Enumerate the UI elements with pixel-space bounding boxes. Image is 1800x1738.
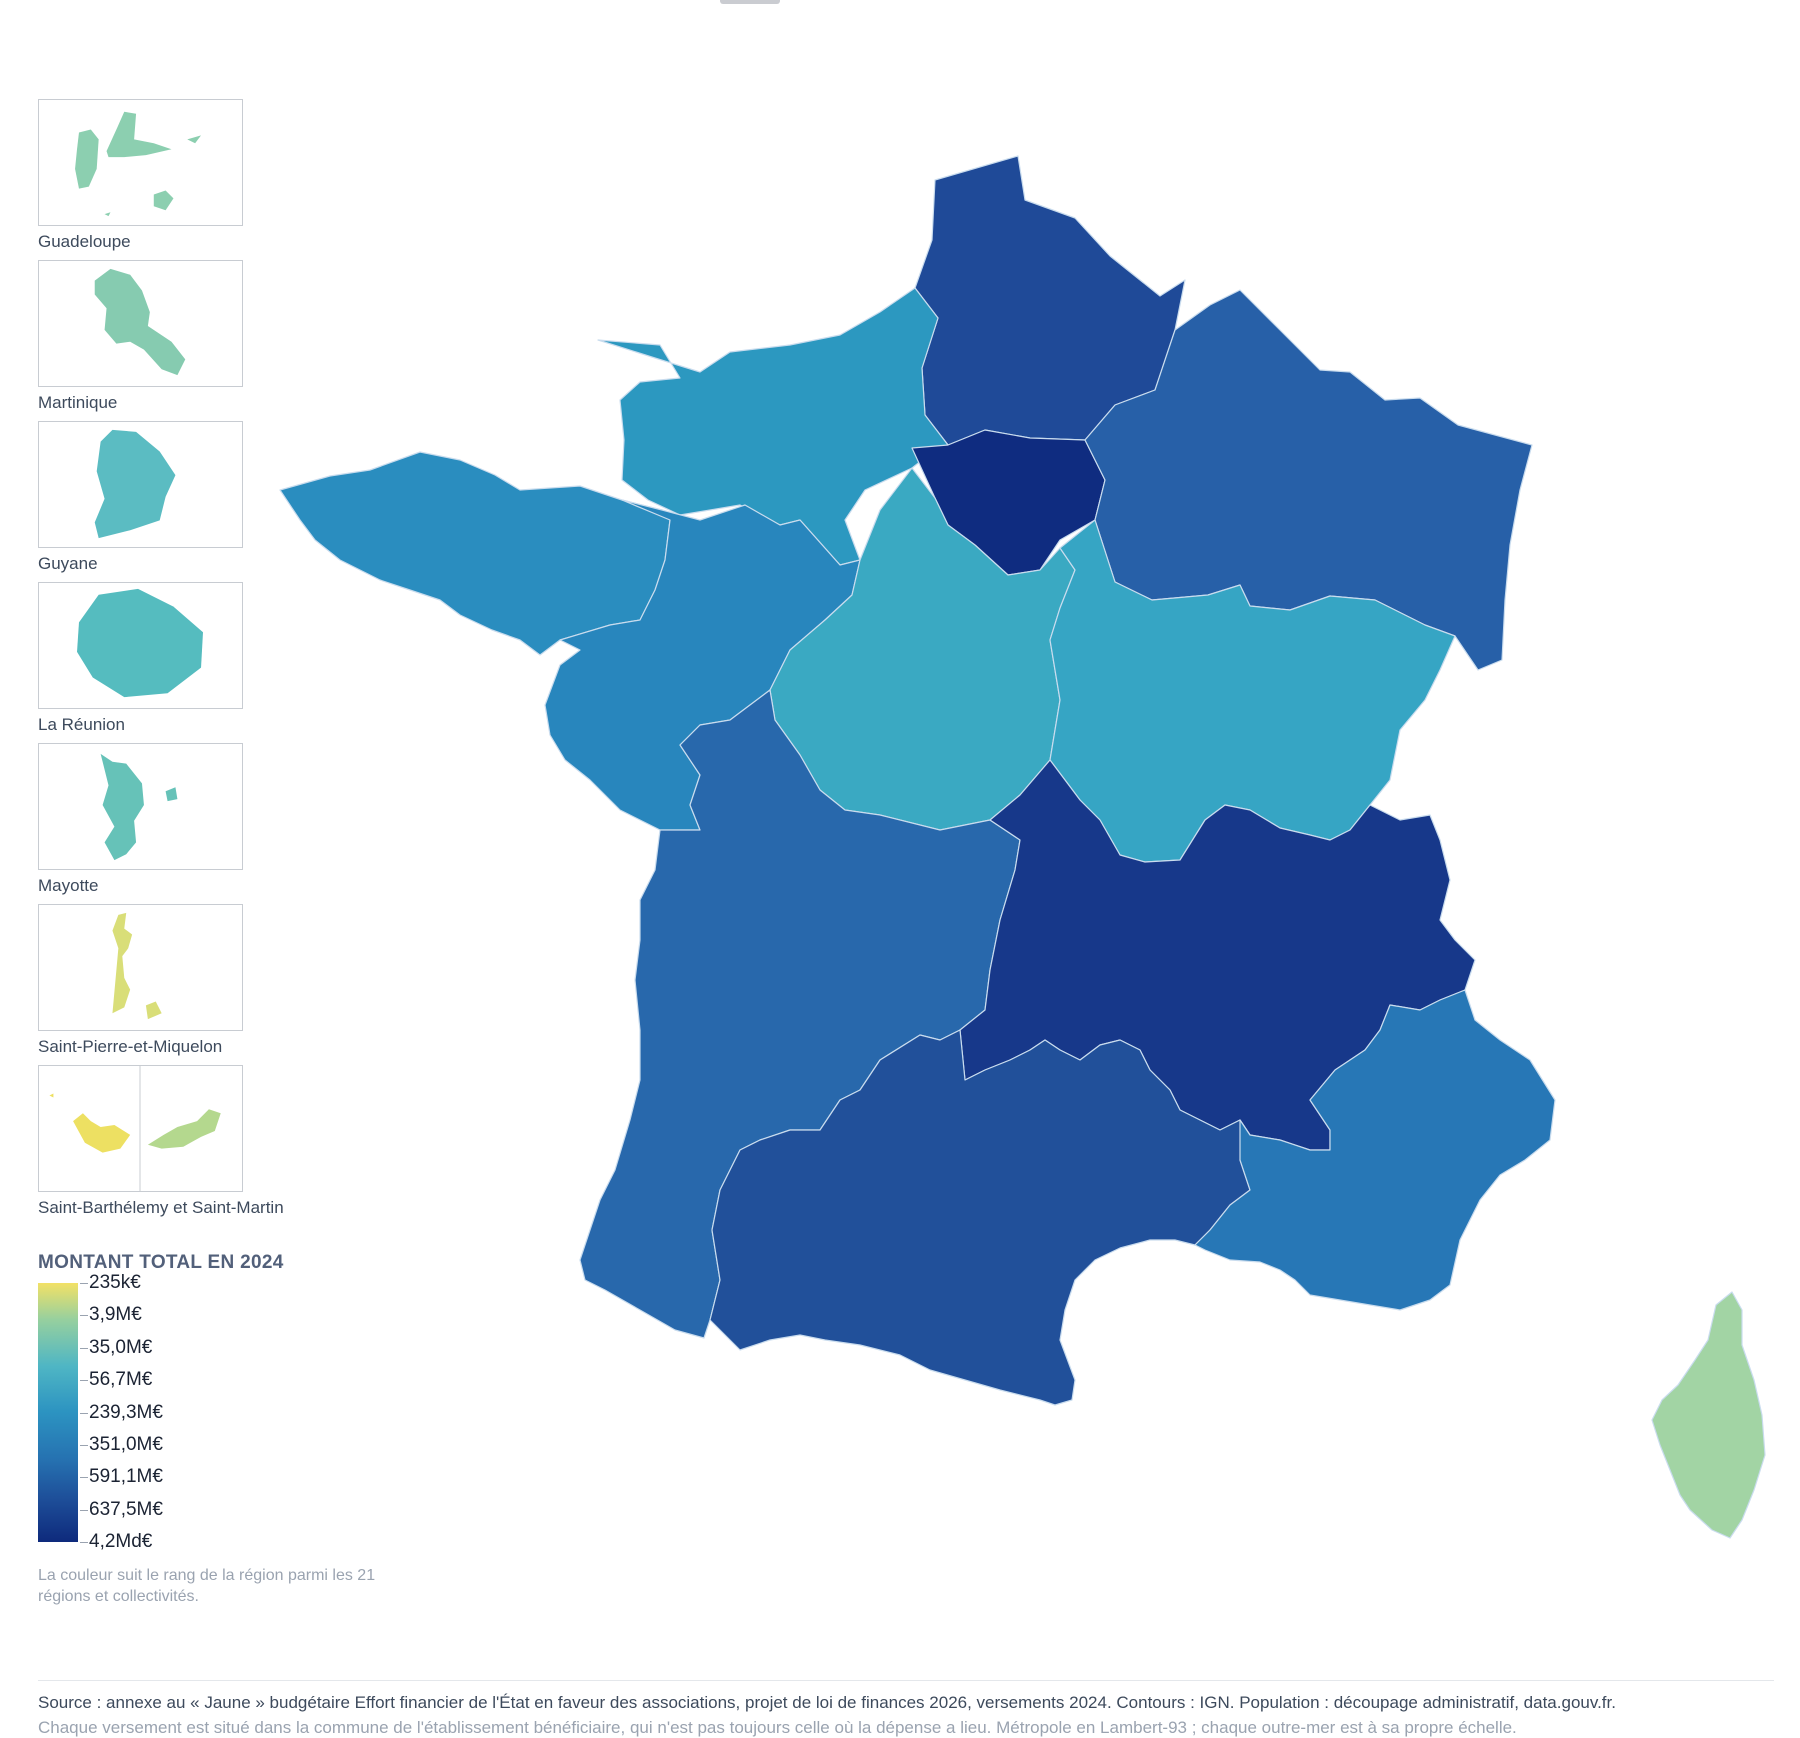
inset-label-martinique: Martinique — [38, 393, 118, 412]
legend-color-ramp — [38, 1283, 78, 1542]
legend-tick-mark — [80, 1283, 88, 1284]
inset-la-reunion — [38, 582, 243, 709]
inset-label-la-reunion: La Réunion — [38, 715, 125, 734]
inset-mayotte — [38, 743, 243, 870]
legend-tick-mark — [80, 1380, 88, 1382]
legend-tick-label: 637,5M€ — [89, 1498, 163, 1520]
saint-barthelemy-saint-martin-shape — [49, 1066, 221, 1191]
legend-tick-label: 35,0M€ — [89, 1336, 153, 1358]
legend-tick-mark — [80, 1315, 88, 1317]
legend-tick-mark — [80, 1477, 88, 1479]
source-note: Source : annexe au « Jaune » budgétaire … — [38, 1693, 1616, 1712]
guyane-shape — [94, 429, 176, 539]
legend-note: La couleur suit le rang de la région par… — [38, 1567, 376, 1605]
legend-tick-mark — [80, 1347, 88, 1349]
saint-pierre-et-miquelon-shape — [112, 912, 162, 1020]
legend-tick-mark — [80, 1509, 88, 1511]
inset-label-guadeloupe: Guadeloupe — [38, 232, 131, 251]
legend-tick-label: 3,9M€ — [89, 1304, 142, 1326]
guadeloupe-shape — [75, 111, 202, 217]
method-note: Chaque versement est situé dans la commu… — [38, 1718, 1517, 1737]
legend-tick-label: 4,2Md€ — [89, 1531, 153, 1552]
inset-saint-barthelemy-saint-martin — [38, 1065, 243, 1192]
legend-tick-label: 56,7M€ — [89, 1369, 153, 1391]
cropped-title — [720, 0, 780, 4]
legend-tick-label: 239,3M€ — [89, 1401, 163, 1423]
legend-tick-mark — [80, 1444, 88, 1446]
region-normandie — [597, 287, 949, 566]
legend-tick-label: 591,1M€ — [89, 1466, 163, 1488]
inset-label-saint-barthelemy-saint-martin: Saint-Barthélemy et Saint-Martin — [38, 1198, 284, 1217]
footer-divider — [38, 1680, 1774, 1681]
inset-guadeloupe — [38, 99, 243, 226]
mayotte-shape — [100, 753, 178, 861]
legend-tick-label: 351,0M€ — [89, 1433, 163, 1455]
inset-label-saint-pierre-et-miquelon: Saint-Pierre-et-Miquelon — [38, 1037, 223, 1056]
inset-saint-pierre-et-miquelon — [38, 904, 243, 1031]
inset-label-mayotte: Mayotte — [38, 876, 99, 895]
inset-martinique — [38, 260, 243, 387]
region-corse — [1651, 1291, 1766, 1539]
inset-label-guyane: Guyane — [38, 554, 98, 573]
la-reunion-shape — [77, 588, 203, 698]
region-provence-alpes-cote-d-azur — [1194, 989, 1556, 1311]
legend-tick-mark — [80, 1542, 88, 1543]
martinique-shape — [94, 268, 186, 376]
inset-guyane — [38, 421, 243, 548]
legend-tick-label: 235k€ — [89, 1272, 141, 1293]
legend-title: MONTANT TOTAL EN 2024 — [38, 1252, 284, 1273]
legend-tick-mark — [80, 1412, 88, 1414]
